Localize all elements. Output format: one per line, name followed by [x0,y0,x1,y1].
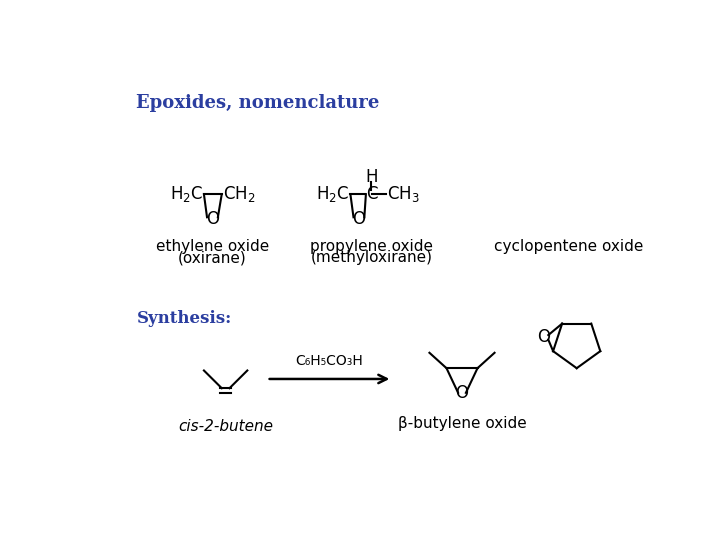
Text: propylene oxide: propylene oxide [310,239,433,254]
Text: cis-2-butene: cis-2-butene [178,419,273,434]
Text: ethylene oxide: ethylene oxide [156,239,269,254]
Text: O: O [206,210,219,228]
Text: H: H [365,168,377,186]
Text: $\mathsf{CH_2}$: $\mathsf{CH_2}$ [222,184,255,204]
Text: C: C [366,185,377,203]
Text: (methyloxirane): (methyloxirane) [310,251,432,265]
Text: β-butylene oxide: β-butylene oxide [397,416,526,431]
Text: O: O [537,328,550,346]
Text: $\mathsf{CH_3}$: $\mathsf{CH_3}$ [387,184,420,204]
Text: Synthesis:: Synthesis: [137,309,232,327]
Text: (oxirane): (oxirane) [178,251,247,265]
Text: $\mathsf{H_2C}$: $\mathsf{H_2C}$ [316,184,350,204]
Text: O: O [456,384,469,402]
Text: O: O [352,210,366,228]
Text: C₆H₅CO₃H: C₆H₅CO₃H [296,354,364,368]
Text: Epoxides, nomenclature: Epoxides, nomenclature [137,94,380,112]
Text: cyclopentene oxide: cyclopentene oxide [494,239,644,254]
Text: $\mathsf{H_2C}$: $\mathsf{H_2C}$ [170,184,203,204]
